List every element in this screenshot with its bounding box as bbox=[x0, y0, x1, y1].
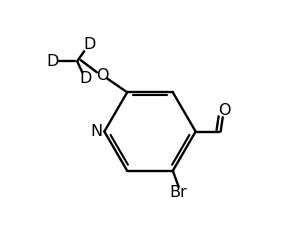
Text: D: D bbox=[47, 54, 59, 69]
Text: O: O bbox=[96, 68, 108, 83]
Text: Br: Br bbox=[170, 185, 188, 200]
Text: D: D bbox=[80, 71, 92, 86]
Text: O: O bbox=[218, 102, 230, 118]
Text: N: N bbox=[90, 124, 102, 139]
Text: D: D bbox=[83, 37, 96, 52]
